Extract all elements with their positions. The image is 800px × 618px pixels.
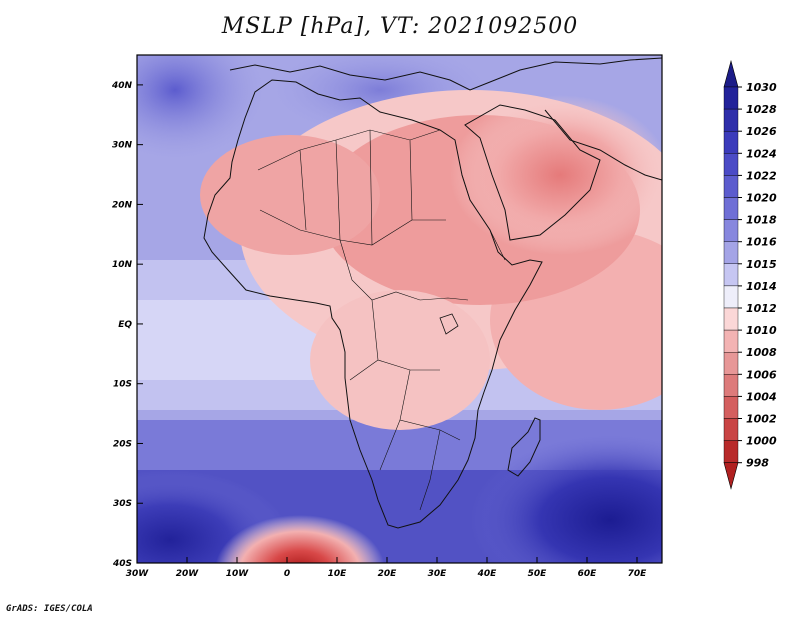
y-tick-label: EQ (118, 320, 132, 330)
x-tick-label: 20E (378, 569, 398, 579)
plot-title: MSLP [hPa], VT: 2021092500 (221, 14, 579, 39)
colorbar-label: 1014 (746, 280, 777, 293)
colorbar-label: 1004 (746, 390, 777, 403)
map-frame (136, 54, 663, 564)
country-borders (257, 129, 506, 511)
y-tick-label: 40N (111, 81, 133, 91)
x-tick-label: 30E (428, 569, 448, 579)
x-tick-label: 50E (528, 569, 548, 579)
colorbar-swatch (723, 86, 739, 110)
colorbar-swatch (723, 396, 739, 419)
y-tick-label: 40S (112, 559, 132, 569)
colorbar-swatch (723, 108, 739, 132)
colorbar-label: 1024 (746, 147, 777, 160)
arabia-coastline (464, 104, 601, 241)
y-tick-label: 10S (113, 380, 132, 390)
colorbar-label: 1016 (746, 236, 777, 249)
colorbar-swatch (723, 285, 739, 309)
colorbar-swatch (723, 153, 739, 176)
colorbar-swatch (723, 263, 739, 287)
colorbar-swatch (723, 374, 739, 397)
colorbar-label: 1028 (746, 103, 777, 116)
colorbar-swatch (723, 197, 739, 220)
colorbar-swatch (723, 352, 739, 375)
colorbar: 1030 1028 1026 1024 1022 1020 1018 1016 1015 1014… (723, 59, 777, 490)
x-tick-label: 0 (284, 569, 290, 579)
colorbar-swatch (723, 418, 739, 441)
africa-coastline (203, 79, 543, 529)
colorbar-label: 1010 (746, 324, 777, 337)
colorbar-label: 1002 (746, 413, 777, 426)
madagascar-coastline (507, 417, 541, 477)
colorbar-top-arrow (723, 59, 739, 88)
x-tick-label: 20W (176, 569, 200, 579)
colorbar-label: 1006 (746, 368, 777, 381)
x-tick-label: 30W (126, 569, 150, 579)
colorbar-label: 1018 (746, 214, 777, 227)
colorbar-label: 998 (746, 457, 769, 470)
y-tick-label: 30N (112, 141, 133, 151)
colorbar-swatch (723, 440, 739, 463)
x-tick-label: 60E (578, 569, 598, 579)
colorbar-label: 1020 (746, 192, 777, 205)
colorbar-label: 1022 (746, 169, 777, 182)
colorbar-label: 1012 (746, 302, 777, 315)
colorbar-bottom-arrow (723, 462, 739, 490)
x-tick-label: 70E (628, 569, 648, 579)
x-tick-label: 10W (226, 569, 250, 579)
coastlines (203, 57, 662, 529)
colorbar-label: 1015 (746, 258, 777, 271)
colorbar-label: 1030 (746, 81, 777, 94)
colorbar-label: 1000 (746, 435, 777, 448)
x-tick-label: 10E (328, 569, 348, 579)
colorbar-swatch (723, 219, 739, 242)
x-tick-label: 40E (477, 569, 498, 579)
iran-coastline (544, 109, 662, 181)
y-tick-label: 20N (112, 200, 133, 210)
colorbar-swatch (723, 329, 739, 353)
lake-victoria (439, 313, 459, 335)
colorbar-swatch (723, 130, 739, 154)
y-tick-label: 20S (113, 439, 132, 449)
y-axis: 40N 30N 20N 10N EQ 10S 20S 30S 40S (111, 81, 143, 569)
pressure-field (137, 55, 662, 563)
grads-credit: GrADS: IGES/COLA (6, 604, 93, 614)
colorbar-label: 1026 (746, 125, 777, 138)
europe-coastline (229, 57, 662, 91)
colorbar-swatch (723, 307, 739, 331)
colorbar-swatch (723, 241, 739, 264)
y-tick-label: 10N (112, 260, 133, 270)
y-tick-label: 30S (113, 499, 132, 509)
colorbar-swatch (723, 175, 739, 198)
colorbar-label: 1008 (746, 346, 777, 359)
x-axis: 30W 20W 10W 0 10E 20E 30E 40E 50E 60E 70E (126, 557, 647, 579)
